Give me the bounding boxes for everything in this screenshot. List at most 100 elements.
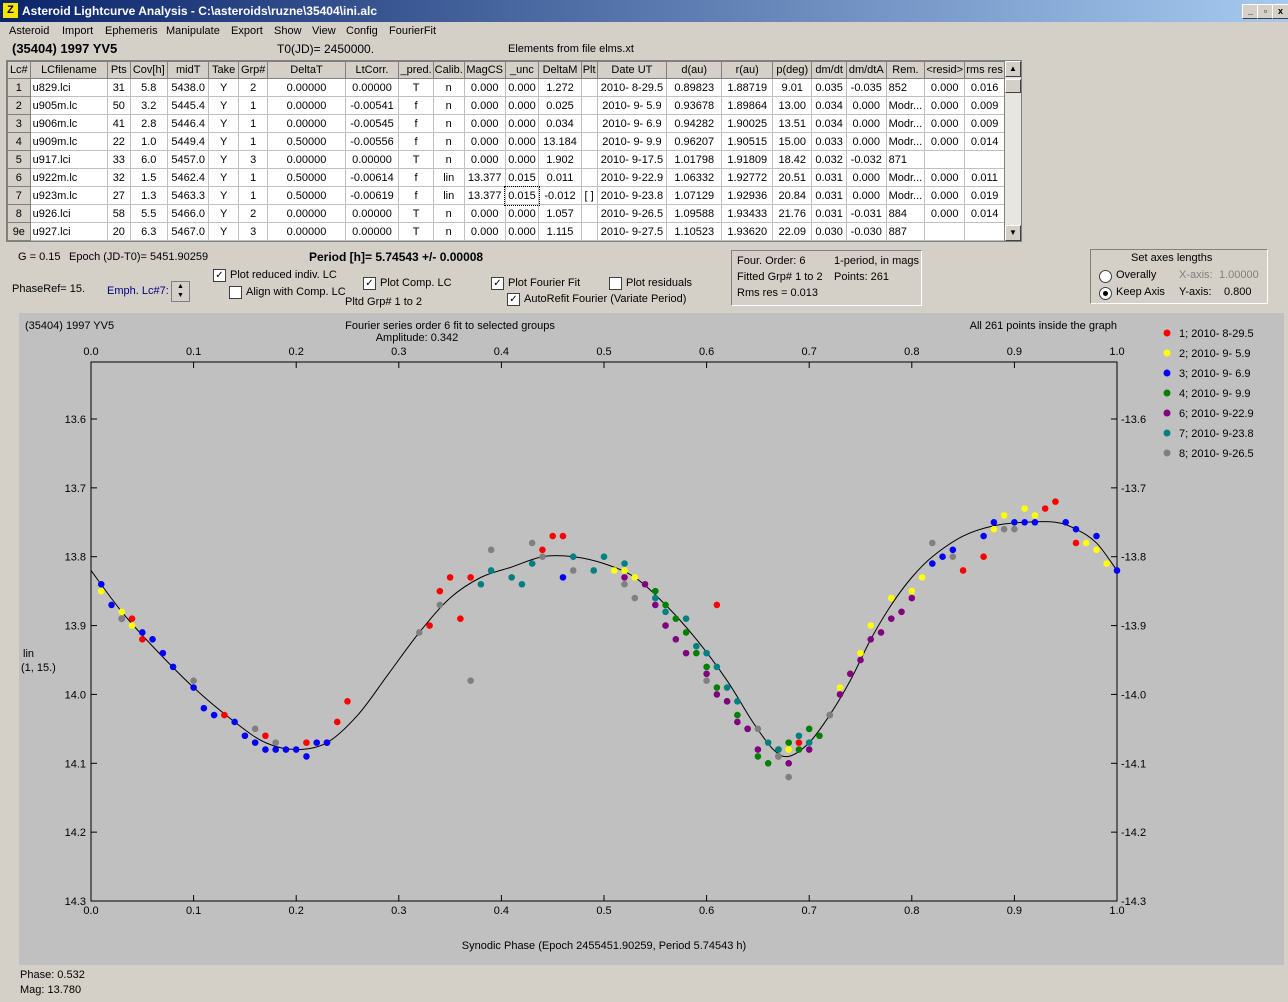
table-cell[interactable] [964,222,1005,241]
table-cell[interactable]: u905m.lc [29,96,109,115]
table-cell[interactable]: 0.000 [845,168,887,187]
table-cell[interactable]: 13.184 [538,132,582,151]
table-cell[interactable]: 0.000 [924,114,966,133]
table-cell[interactable] [580,168,598,187]
table-cell[interactable]: 0.030 [811,222,847,241]
table-cell[interactable]: 5.8 [129,78,168,97]
table-cell[interactable]: Y [208,114,239,133]
table-cell[interactable]: 9.01 [772,78,813,97]
table-row[interactable]: 6 u922m.lc 32 1.5 5462.4 Y 1 0.50000 -0.00614 f li… [7,168,1005,187]
table-cell[interactable]: 2010- 9-17.5 [596,150,668,169]
table-cell[interactable]: 2010- 9-27.5 [596,222,668,241]
table-cell[interactable]: 0.000 [463,150,506,169]
menu-import[interactable]: Import [62,25,94,37]
table-cell[interactable]: 0.000 [924,78,966,97]
table-cell[interactable]: -0.00556 [344,132,400,151]
table-cell[interactable]: 1.272 [538,78,582,97]
table-cell[interactable]: 0.000 [924,168,966,187]
table-cell[interactable]: 5462.4 [166,168,210,187]
column-header[interactable]: _pred. [398,61,434,79]
column-header[interactable]: Plt [580,61,598,79]
table-cell[interactable]: T [398,78,434,97]
table-cell[interactable]: 22.09 [772,222,813,241]
xaxis-input[interactable]: 1.00000 [1219,269,1259,281]
table-cell[interactable]: Modr... [885,186,926,205]
column-header[interactable]: LCfilename [29,61,109,79]
table-cell[interactable]: 1.902 [538,150,582,169]
table-cell[interactable]: 887 [885,222,926,241]
table-cell[interactable]: 2010- 9-26.5 [596,204,668,223]
plot-fourier-checkbox[interactable]: ✓ [491,277,504,290]
table-cell[interactable]: 0.034 [811,96,847,115]
column-header[interactable]: p(deg) [772,61,813,79]
row-header[interactable]: 8 [7,204,31,223]
table-cell[interactable]: 22 [107,132,131,151]
lightcurve-chart[interactable]: (35404) 1997 YV5 Fourier series order 6 … [19,313,1284,965]
menu-ephemeris[interactable]: Ephemeris [105,25,158,37]
table-cell[interactable]: f [398,114,434,133]
table-cell[interactable]: n [432,78,465,97]
table-cell[interactable]: 0.00000 [267,96,346,115]
table-cell[interactable]: 2 [237,78,269,97]
table-cell[interactable]: 0.014 [964,132,1005,151]
column-header[interactable]: rms res [964,61,1005,79]
autorefit-checkbox[interactable]: ✓ [507,293,520,306]
row-header[interactable]: 4 [7,132,31,151]
table-cell[interactable]: 1 [237,132,269,151]
table-cell[interactable]: 3 [237,150,269,169]
table-cell[interactable]: u917.lci [29,150,109,169]
table-cell[interactable]: 0.000 [845,186,887,205]
table-cell[interactable]: 5438.0 [166,78,210,97]
table-cell[interactable]: -0.012 [538,186,582,205]
table-cell[interactable] [580,132,598,151]
table-cell[interactable]: 0.035 [811,78,847,97]
table-cell[interactable]: u923m.lc [29,186,109,205]
table-cell[interactable]: 18.42 [772,150,813,169]
table-cell[interactable]: T [398,222,434,241]
column-header[interactable]: Rem. [885,61,926,79]
table-cell[interactable] [580,114,598,133]
table-cell[interactable]: 0.000 [845,96,887,115]
table-cell[interactable]: -0.031 [845,204,887,223]
table-cell[interactable]: 0.000 [924,96,966,115]
table-cell[interactable]: 5.5 [129,204,168,223]
table-cell[interactable]: u909m.lc [29,132,109,151]
table-cell[interactable]: 0.000 [924,132,966,151]
table-cell[interactable]: 0.031 [811,204,847,223]
table-cell[interactable]: 0.032 [811,150,847,169]
column-header[interactable]: <resid> [924,61,966,79]
table-scrollbar[interactable]: ▲ ▼ [1004,60,1022,242]
row-header[interactable]: 5 [7,150,31,169]
table-cell[interactable]: 58 [107,204,131,223]
menu-fourierfit[interactable]: FourierFit [389,25,437,37]
table-cell[interactable]: -0.030 [845,222,887,241]
table-cell[interactable]: 0.033 [811,132,847,151]
table-cell[interactable]: Y [208,96,239,115]
table-cell[interactable] [924,150,966,169]
table-cell[interactable]: -0.032 [845,150,887,169]
table-cell[interactable]: 0.00000 [344,222,400,241]
table-cell[interactable]: 0.000 [504,204,540,223]
menu-show[interactable]: Show [274,25,302,37]
yaxis-input[interactable]: 0.800 [1224,286,1252,298]
table-cell[interactable]: 33 [107,150,131,169]
table-cell[interactable]: u906m.lc [29,114,109,133]
table-cell[interactable]: 31 [107,78,131,97]
column-header[interactable]: dm/dt [811,61,847,79]
menu-manipulate[interactable]: Manipulate [166,25,220,37]
table-cell[interactable]: 13.00 [772,96,813,115]
table-cell[interactable]: n [432,204,465,223]
table-cell[interactable]: 5457.0 [166,150,210,169]
table-cell[interactable]: 3 [237,222,269,241]
table-cell[interactable]: 0.000 [504,150,540,169]
table-cell[interactable]: -0.00614 [344,168,400,187]
table-cell[interactable]: Y [208,150,239,169]
table-cell[interactable]: 0.025 [538,96,582,115]
column-header[interactable]: Take [208,61,239,79]
table-cell[interactable]: 0.00000 [344,150,400,169]
keep-axis-radio[interactable] [1099,287,1112,300]
menu-config[interactable]: Config [346,25,378,37]
table-cell[interactable]: 0.50000 [267,168,346,187]
table-cell[interactable]: 6.0 [129,150,168,169]
